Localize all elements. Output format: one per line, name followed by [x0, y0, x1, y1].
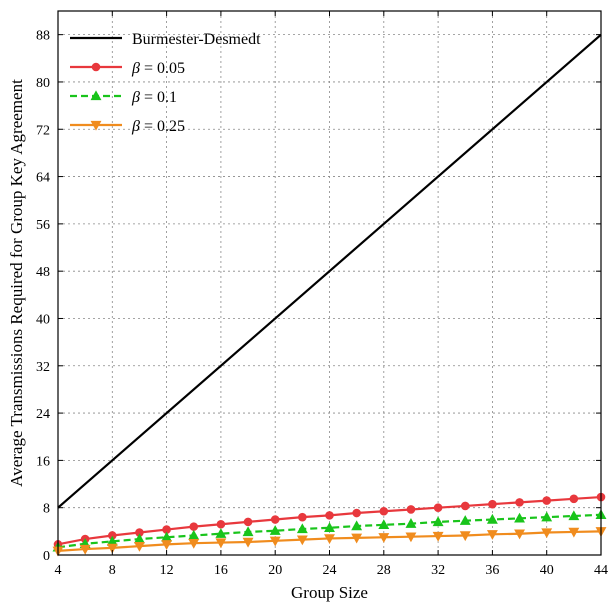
x-tick-label: 28 [377, 563, 391, 578]
data-point-circle [298, 512, 307, 522]
data-point-triangle-up [486, 513, 498, 524]
legend-label: β = 0.1 [131, 89, 177, 106]
data-point-triangle-up [568, 510, 580, 521]
data-point-triangle-down [486, 530, 498, 540]
legend-label: β = 0.05 [131, 60, 185, 77]
data-point-triangle-down [432, 531, 444, 542]
ticks: 4 8 12 16 20 24 28 32 36 40 4408162432404856647280… [36, 11, 608, 578]
y-tick-label: 32 [36, 360, 50, 375]
x-tick-label: 20 [268, 563, 282, 578]
data-point-circle [243, 517, 253, 527]
y-tick-label: 56 [36, 218, 50, 233]
x-axis-label: Group Size [291, 583, 368, 602]
y-tick-label: 16 [36, 454, 50, 469]
data-point-triangle-down [459, 531, 471, 542]
data-point-circle [189, 522, 199, 531]
x-tick-label: 24 [323, 563, 337, 578]
y-tick-label: 64 [36, 171, 50, 186]
data-point-triangle-down [296, 535, 308, 546]
data-point-triangle-up [432, 516, 444, 527]
data-point-triangle-up [514, 512, 525, 523]
x-tick-label: 16 [214, 563, 228, 578]
legend-item: Burmester-Desmedt [70, 31, 261, 48]
data-point-triangle-down [90, 120, 102, 131]
data-point-triangle-up [541, 511, 553, 522]
data-point-triangle-down [242, 537, 254, 548]
y-tick-label: 80 [36, 76, 50, 91]
y-tick-label: 8 [43, 502, 50, 517]
y-tick-label: 72 [36, 123, 50, 138]
x-tick-label: 40 [540, 563, 554, 578]
data-point-circle [569, 494, 579, 504]
data-point-triangle-up [215, 528, 227, 538]
data-point-circle [216, 519, 226, 529]
data-point-circle [515, 498, 524, 507]
legend-item: β = 0.05 [70, 60, 185, 77]
data-point-triangle-down [568, 527, 580, 538]
data-point-triangle-up [242, 526, 254, 537]
legend-item: β = 0.1 [70, 89, 177, 106]
y-axis-label: Average Transmissions Required for Group… [7, 79, 26, 487]
data-point-triangle-up [378, 519, 390, 530]
data-point-triangle-up [296, 523, 308, 534]
data-point-triangle-down [324, 534, 335, 545]
data-point-triangle-up [351, 520, 363, 531]
data-point-triangle-down [351, 533, 363, 544]
y-tick-label: 0 [43, 549, 50, 564]
data-point-circle [406, 505, 416, 514]
data-point-triangle-down [188, 538, 200, 549]
data-point-triangle-down [134, 541, 145, 552]
data-point-triangle-up [459, 515, 471, 525]
data-point-triangle-down [106, 543, 118, 554]
series-3 [52, 527, 607, 557]
x-tick-label: 8 [109, 563, 116, 578]
data-point-circle [488, 499, 497, 509]
x-tick-label: 44 [594, 563, 608, 578]
legend-item: β = 0.25 [70, 118, 185, 135]
y-tick-label: 24 [36, 407, 50, 422]
y-tick-label: 88 [36, 29, 50, 44]
data-point-triangle-down [541, 528, 553, 539]
data-point-triangle-down [269, 536, 281, 547]
data-point-triangle-down [378, 533, 390, 543]
x-tick-label: 12 [160, 563, 174, 578]
x-tick-label: 32 [431, 563, 445, 578]
data-point-triangle-down [405, 532, 417, 543]
data-point-triangle-down [514, 529, 525, 540]
data-point-triangle-down [161, 540, 173, 550]
data-point-circle [542, 496, 552, 505]
series-line [57, 33, 602, 509]
y-tick-label: 48 [36, 265, 50, 280]
data-point-triangle-up [324, 522, 335, 532]
data-point-triangle-up [405, 518, 417, 528]
data-point-circle [433, 503, 443, 512]
legend-label: Burmester-Desmedt [132, 31, 261, 48]
data-point-triangle-down [215, 538, 227, 549]
series-line [57, 513, 602, 549]
series-0 [57, 33, 602, 509]
data-point-circle [270, 515, 280, 524]
data-point-circle [325, 511, 334, 520]
y-tick-label: 40 [36, 312, 50, 327]
data-point-circle [460, 501, 470, 511]
x-tick-label: 4 [55, 563, 62, 578]
data-point-triangle-up [90, 90, 102, 101]
legend: Burmester-Desmedt β = 0.05 β = 0.1 β = 0.25 [70, 31, 261, 135]
data-point-circle [379, 506, 389, 516]
data-point-circle [91, 62, 101, 72]
data-point-circle [352, 508, 361, 518]
x-tick-label: 36 [485, 563, 499, 578]
series-1 [53, 492, 606, 549]
data-point-triangle-up [269, 525, 281, 535]
data-point-triangle-down [79, 544, 91, 555]
legend-label: β = 0.25 [131, 118, 185, 135]
